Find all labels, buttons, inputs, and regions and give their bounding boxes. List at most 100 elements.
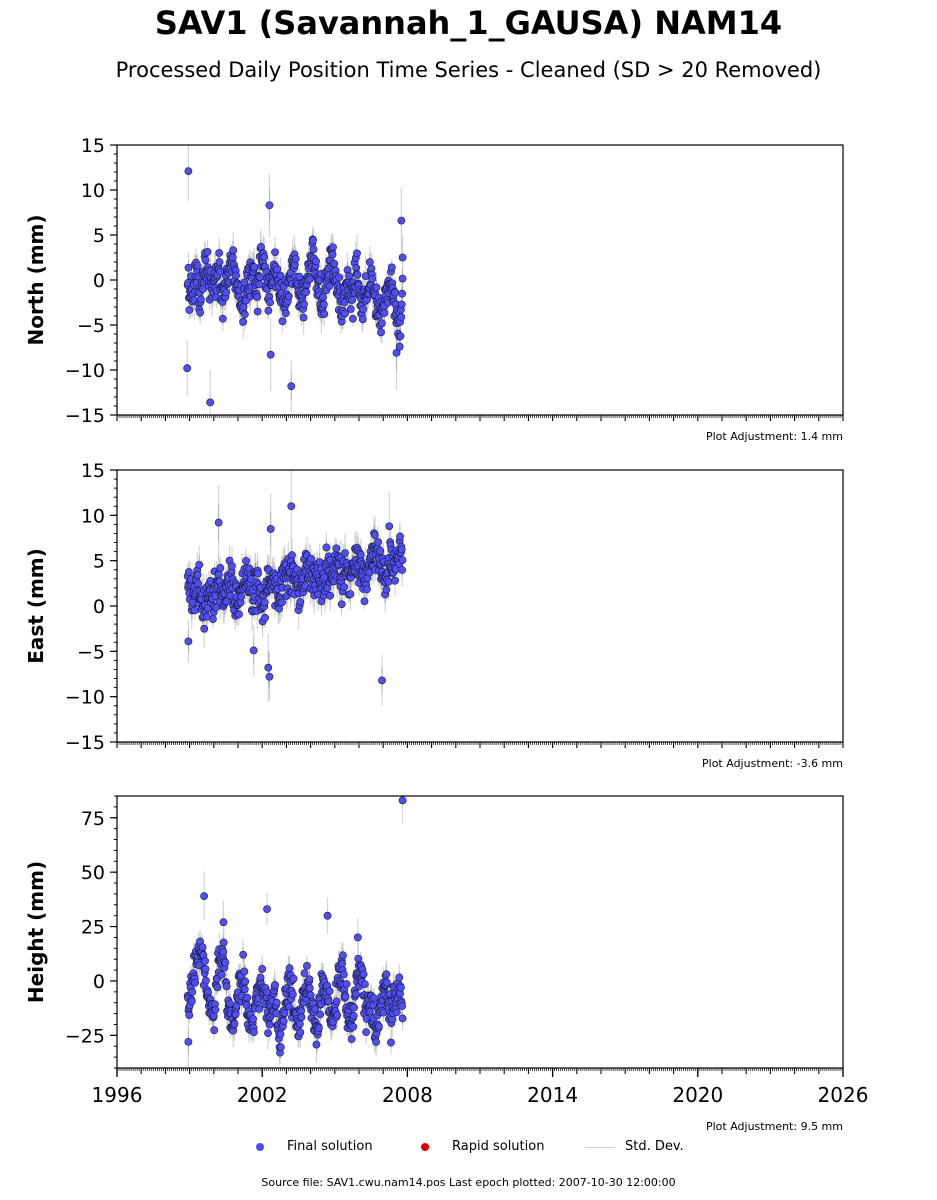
data-point xyxy=(185,306,194,314)
data-point xyxy=(397,216,406,225)
data-point xyxy=(370,994,378,1003)
data-point xyxy=(221,958,230,967)
y-tick-label: −10 xyxy=(65,687,105,709)
axes-frame xyxy=(116,795,844,1069)
data-point xyxy=(341,992,350,1001)
data-point xyxy=(240,967,249,976)
y-tick-label: 10 xyxy=(81,505,105,527)
data-point xyxy=(190,606,199,615)
data-point xyxy=(287,382,296,391)
data-point xyxy=(258,965,267,973)
data-point xyxy=(325,282,334,290)
data-point xyxy=(398,289,407,298)
data-point xyxy=(263,905,271,914)
data-point xyxy=(398,274,407,283)
data-point xyxy=(265,672,274,681)
data-point xyxy=(198,943,207,952)
data-point xyxy=(222,597,231,606)
data-point xyxy=(398,796,407,805)
data-point xyxy=(305,984,314,993)
y-tick-label: 0 xyxy=(93,270,105,292)
data-point xyxy=(211,1005,220,1014)
y-axis-label: North (mm) xyxy=(24,214,48,345)
data-point xyxy=(261,613,269,622)
data-point xyxy=(347,1035,356,1044)
chart-subtitle: Processed Daily Position Time Series - C… xyxy=(115,58,822,82)
data-point xyxy=(337,600,346,609)
data-point xyxy=(243,993,252,1002)
data-point xyxy=(350,1003,359,1012)
data-point xyxy=(307,554,315,563)
data-point xyxy=(266,298,274,307)
data-point xyxy=(296,1028,305,1037)
data-point xyxy=(222,288,231,297)
data-point xyxy=(349,1022,358,1031)
data-point xyxy=(273,265,282,274)
panel-1: −15 −10 −5 0 5 10 15 North (mm) Plot Adjustment:… xyxy=(24,135,844,443)
data-point xyxy=(397,545,406,554)
data-point xyxy=(303,961,311,970)
data-point xyxy=(218,314,227,323)
data-point xyxy=(296,598,305,606)
data-point xyxy=(276,271,285,280)
data-point xyxy=(348,314,357,323)
data-point xyxy=(368,274,377,283)
data-point xyxy=(271,980,279,989)
data-point xyxy=(201,256,210,264)
data-point xyxy=(196,308,204,317)
data-point xyxy=(374,538,383,547)
data-point xyxy=(324,997,333,1006)
data-point xyxy=(328,250,337,259)
data-point xyxy=(250,263,259,271)
data-point xyxy=(382,585,391,594)
data-point xyxy=(232,271,241,280)
y-tick-label: 5 xyxy=(93,551,105,573)
y-tick-label: 25 xyxy=(81,917,105,939)
data-point xyxy=(353,933,362,942)
data-point xyxy=(377,328,385,337)
data-point xyxy=(348,296,356,304)
data-point xyxy=(372,283,381,292)
data-point xyxy=(184,637,193,646)
data-point xyxy=(360,980,369,989)
data-point xyxy=(213,983,222,992)
data-point xyxy=(240,310,249,319)
data-point xyxy=(254,569,262,578)
data-point xyxy=(206,398,215,407)
data-point xyxy=(398,1002,407,1010)
data-point xyxy=(359,970,368,978)
data-point xyxy=(398,253,407,262)
data-point xyxy=(376,547,385,555)
data-point xyxy=(266,525,275,533)
data-point xyxy=(370,531,379,539)
data-point xyxy=(384,577,393,586)
plot-adjustment-note: Plot Adjustment: 1.4 mm xyxy=(706,430,843,443)
data-point xyxy=(219,918,228,927)
data-point xyxy=(184,263,193,272)
data-point xyxy=(272,1009,281,1018)
data-point xyxy=(325,987,334,996)
data-point xyxy=(256,973,265,982)
data-point xyxy=(346,590,355,598)
data-point xyxy=(295,1020,304,1028)
data-point xyxy=(266,350,275,359)
data-point xyxy=(315,1024,323,1032)
data-point xyxy=(329,243,337,252)
data-point xyxy=(200,892,209,900)
data-point xyxy=(209,615,217,623)
data-point xyxy=(323,911,332,920)
y-tick-label: −15 xyxy=(65,732,105,754)
data-point xyxy=(276,1043,285,1052)
data-point xyxy=(249,646,258,655)
data-layer-3 xyxy=(183,796,407,1067)
data-point xyxy=(382,970,391,979)
data-point xyxy=(362,1028,371,1037)
data-point xyxy=(305,975,314,984)
data-point xyxy=(378,676,386,685)
data-point xyxy=(305,275,314,283)
data-point xyxy=(397,313,406,322)
chart-title: SAV1 (Savannah_1_GAUSA) NAM14 xyxy=(154,4,783,42)
data-point xyxy=(222,982,231,991)
data-point xyxy=(395,342,404,351)
